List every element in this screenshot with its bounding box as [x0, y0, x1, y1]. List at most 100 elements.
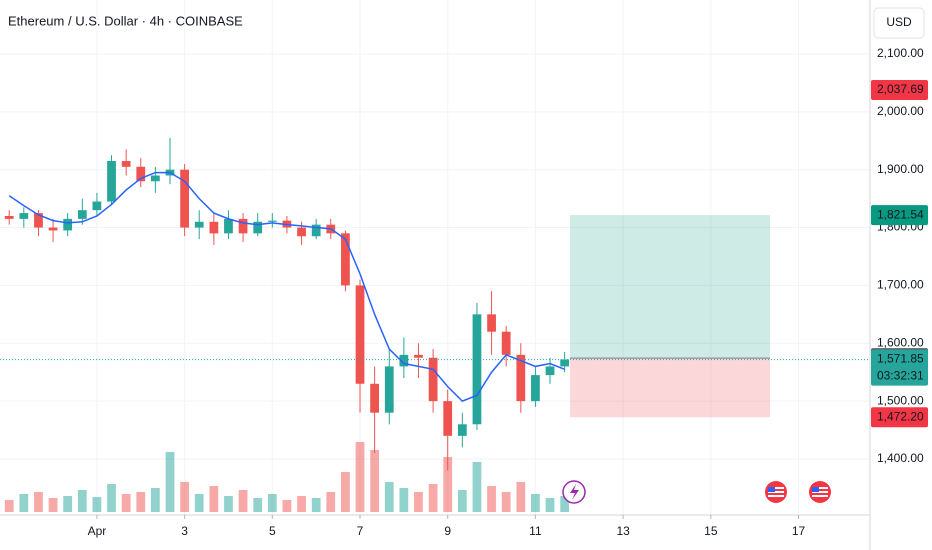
plot — [4, 137, 771, 512]
candle-body — [545, 366, 555, 376]
volume-bar — [48, 498, 58, 512]
candle-body — [457, 424, 467, 436]
volume-bar — [326, 492, 336, 512]
x-tick-label: 13 — [616, 524, 630, 538]
candle-body — [560, 359, 570, 367]
event-icon[interactable] — [809, 481, 831, 503]
x-tick-label: 9 — [444, 524, 451, 538]
candle-body — [443, 401, 453, 436]
candle-body — [150, 175, 160, 182]
candle-body — [92, 201, 102, 211]
candle-body — [414, 354, 423, 358]
candle-body — [311, 224, 321, 237]
x-tick-label: 3 — [181, 524, 188, 538]
price-label: 1,571.85 — [877, 352, 924, 366]
candle-body — [121, 161, 131, 167]
x-tick-label: 5 — [269, 524, 276, 538]
y-tick-label: 1,600.00 — [877, 335, 924, 349]
volume-bar — [253, 498, 263, 512]
volume-bar — [311, 498, 321, 512]
volume-bar — [443, 457, 453, 512]
event-icon[interactable] — [765, 481, 787, 503]
candle-body — [4, 215, 14, 219]
candle-body — [238, 218, 248, 234]
x-tick-label: 7 — [357, 524, 364, 538]
volume-bar — [165, 452, 175, 512]
volume-bar — [19, 494, 29, 512]
price-label-box — [871, 80, 928, 101]
moving-average — [8, 171, 565, 403]
volume-bar — [238, 490, 248, 512]
candle-body — [77, 210, 87, 219]
y-tick-label: 2,000.00 — [877, 104, 924, 118]
x-tick-label: 11 — [529, 524, 542, 538]
y-tick-label: 1,700.00 — [877, 278, 924, 292]
event-icon[interactable] — [562, 480, 586, 504]
y-tick-label: 2,100.00 — [877, 46, 924, 60]
volume-bar — [414, 492, 423, 512]
volume-bar — [121, 494, 131, 512]
volume-bar — [92, 497, 102, 512]
volume-bar — [384, 482, 394, 512]
candle-body — [370, 383, 379, 413]
price-label: 1,821.54 — [877, 207, 924, 221]
candle-body — [48, 227, 58, 231]
volume-bar — [457, 490, 467, 512]
volume-bar — [209, 486, 219, 512]
candle-body — [341, 233, 350, 286]
volume-bar — [150, 488, 160, 512]
candle-body — [224, 218, 233, 234]
candle-body — [136, 166, 146, 182]
candle-body — [107, 161, 116, 202]
y-tick-label: 1,400.00 — [877, 451, 924, 465]
volume-bar — [487, 486, 496, 512]
x-tick-label: 15 — [704, 524, 718, 538]
volume-bar — [267, 494, 277, 512]
x-tick-label: 17 — [792, 524, 806, 538]
volume-bar — [545, 498, 555, 512]
candle-body — [516, 354, 526, 402]
price-label: 2,037.69 — [877, 82, 924, 96]
volume-bar — [472, 462, 482, 512]
volume-bar — [531, 494, 540, 512]
volume-bar — [560, 496, 570, 512]
candle-body — [209, 221, 219, 234]
currency-button[interactable] — [873, 7, 925, 39]
candle-body — [253, 221, 263, 234]
y-tick-label: 1,500.00 — [877, 393, 924, 407]
volume-bar — [501, 492, 511, 512]
volume-bar — [355, 442, 365, 512]
price-label-box — [871, 205, 928, 226]
volume-bar — [370, 450, 379, 512]
volume-bar — [341, 472, 350, 512]
volume-bar — [194, 494, 204, 512]
candle-body — [355, 285, 365, 384]
candle-body — [531, 375, 540, 402]
candle-body — [19, 213, 29, 219]
stop-zone — [570, 358, 771, 418]
x-tick-label: Apr — [88, 524, 107, 538]
price-label: 1,472.20 — [877, 409, 924, 423]
candle-body — [34, 213, 43, 228]
y-tick-label: 1,900.00 — [877, 162, 924, 176]
candle-body — [180, 169, 189, 228]
target-zone — [570, 215, 771, 359]
volume-bar — [516, 482, 526, 512]
candle-body — [297, 227, 306, 237]
volume-bar — [4, 500, 14, 512]
countdown: 03:32:31 — [877, 369, 924, 383]
chart-title: Ethereum / U.S. Dollar · 4h · COINBASE — [8, 13, 243, 28]
candle-body — [384, 366, 394, 413]
volume-bar — [77, 490, 87, 512]
volume-bar — [282, 500, 292, 512]
volume-bar — [180, 482, 189, 512]
candle-body — [501, 331, 511, 355]
candle-body — [472, 314, 482, 425]
volume-bar — [136, 492, 146, 512]
candle-body — [194, 221, 204, 228]
volume-bar — [224, 496, 233, 512]
candle-body — [399, 354, 409, 367]
price-label-box — [871, 349, 928, 386]
